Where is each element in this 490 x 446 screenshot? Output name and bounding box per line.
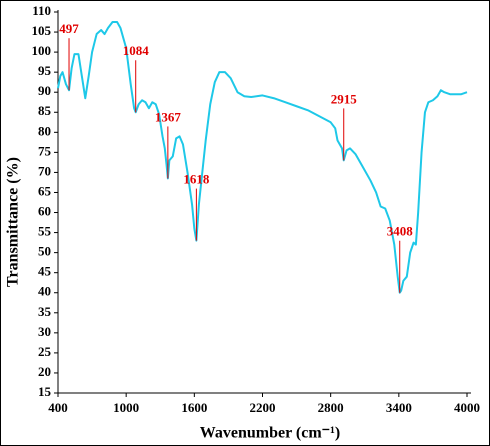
y-tick-label: 50 bbox=[38, 244, 51, 259]
y-tick-label: 35 bbox=[38, 304, 52, 319]
annotation-label: 1084 bbox=[123, 43, 150, 58]
y-tick-label: 40 bbox=[38, 284, 51, 299]
x-axis-title: Wavenumber (cm⁻¹) bbox=[200, 425, 340, 442]
x-tick-label: 2800 bbox=[318, 400, 344, 415]
y-tick-label: 105 bbox=[32, 23, 52, 38]
y-tick-label: 30 bbox=[38, 324, 51, 339]
y-tick-label: 75 bbox=[38, 143, 52, 158]
y-tick-label: 70 bbox=[38, 163, 51, 178]
y-tick-label: 90 bbox=[38, 83, 51, 98]
y-tick-label: 20 bbox=[38, 364, 51, 379]
annotation-label: 497 bbox=[59, 21, 79, 36]
y-tick-label: 65 bbox=[38, 183, 52, 198]
x-tick-label: 3400 bbox=[386, 400, 412, 415]
y-tick-label: 15 bbox=[38, 384, 52, 399]
y-tick-label: 85 bbox=[38, 103, 52, 118]
y-tick-label: 110 bbox=[32, 3, 51, 18]
annotation-label: 1618 bbox=[183, 172, 210, 187]
x-tick-label: 1600 bbox=[181, 400, 207, 415]
y-tick-label: 60 bbox=[38, 204, 51, 219]
y-axis-title: Transmittance (%) bbox=[5, 157, 22, 287]
x-tick-label: 1000 bbox=[113, 400, 139, 415]
x-tick-label: 2200 bbox=[250, 400, 276, 415]
y-tick-label: 45 bbox=[38, 264, 52, 279]
y-tick-label: 95 bbox=[38, 63, 52, 78]
y-tick-label: 100 bbox=[32, 43, 52, 58]
x-tick-label: 4000 bbox=[454, 400, 480, 415]
y-tick-label: 55 bbox=[38, 224, 52, 239]
annotation-label: 3408 bbox=[387, 224, 414, 239]
y-tick-label: 80 bbox=[38, 123, 51, 138]
annotation-label: 2915 bbox=[331, 91, 358, 106]
x-tick-label: 400 bbox=[48, 400, 68, 415]
spectrum-line bbox=[57, 21, 468, 294]
annotation-label: 1367 bbox=[155, 109, 182, 124]
y-tick-label: 25 bbox=[38, 344, 52, 359]
